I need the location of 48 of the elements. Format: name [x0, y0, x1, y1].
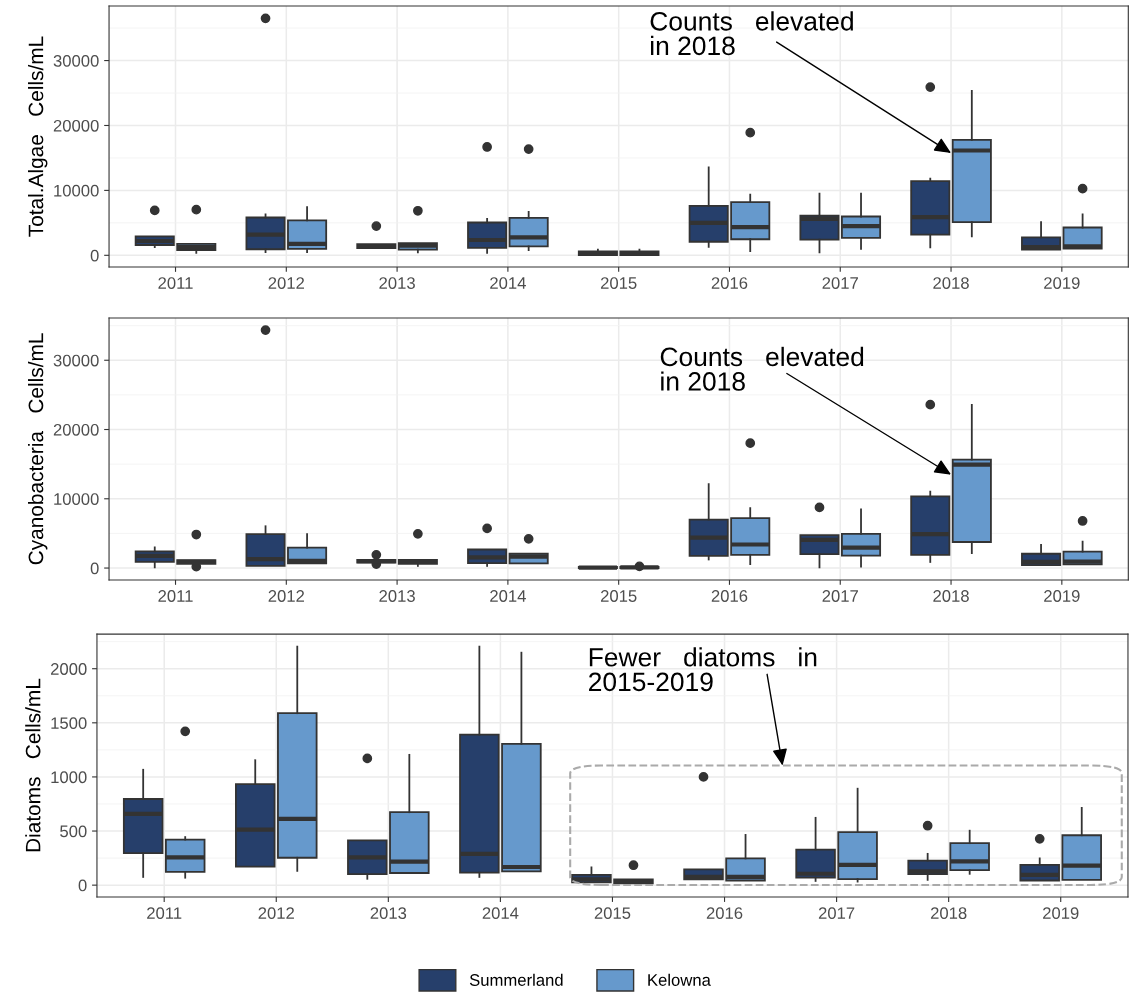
x-tick-label: 2019 [1044, 590, 1080, 602]
x-tick-label: 2011 [158, 590, 193, 602]
x-tick-label: 2015 [594, 907, 631, 920]
x-tick-label: 2012 [268, 277, 305, 289]
x-tick-label: 2019 [1044, 277, 1080, 289]
x-tick-label: 2011 [158, 277, 193, 289]
x-tick-label: 2016 [706, 907, 743, 920]
x-tick-label: 2015 [600, 590, 637, 602]
x-tick-label: 2019 [1043, 907, 1079, 920]
x-tick-label: 2012 [268, 590, 305, 602]
x-tick-label: 2014 [482, 907, 519, 920]
y-tick-label: 1500 [51, 717, 87, 730]
x-tick-label: 2016 [711, 590, 748, 602]
x-tick-label: 2015 [600, 277, 637, 289]
x-tick-label: 2013 [370, 907, 407, 920]
y-tick-label: 10000 [54, 493, 99, 505]
x-tick-label: 2017 [818, 907, 855, 920]
x-tick-label: 2016 [711, 277, 748, 289]
legend-label: Kelowna [648, 973, 711, 986]
y-axis-title: Total.Algae Cells/mL [28, 36, 48, 237]
y-tick-label: 20000 [53, 423, 99, 436]
y-tick-label: 1000 [51, 771, 87, 784]
x-tick-label: 2018 [930, 907, 967, 920]
y-tick-label: 0 [78, 879, 87, 892]
y-axis-title: Cyanobacteria Cells/mL [28, 333, 48, 565]
legend-label: Summerland [469, 973, 563, 986]
x-tick-label: 2013 [379, 590, 415, 602]
y-tick-label: 30000 [53, 54, 99, 67]
x-tick-label: 2017 [822, 590, 858, 602]
annotation: Counts elevated in 2018 [660, 346, 864, 391]
x-tick-label: 2012 [258, 907, 294, 920]
x-tick-label: 2014 [490, 590, 526, 602]
y-tick-label: 0 [90, 562, 99, 575]
x-tick-label: 2018 [933, 277, 969, 289]
y-tick-label: 30000 [53, 354, 99, 367]
y-tick-label: 2000 [51, 663, 87, 675]
y-tick-label: 20000 [53, 119, 99, 132]
x-tick-label: 2018 [933, 590, 969, 602]
y-tick-label: 500 [60, 825, 87, 838]
x-tick-label: 2014 [490, 277, 526, 289]
x-tick-label: 2013 [379, 277, 415, 289]
y-axis-title: Diatoms Cells/mL [25, 678, 41, 852]
y-tick-label: 10000 [54, 184, 99, 197]
annotation: Counts elevated in 2018 [650, 11, 853, 56]
x-tick-label: 2011 [147, 907, 182, 920]
x-tick-label: 2017 [822, 277, 858, 289]
y-tick-label: 0 [90, 249, 99, 262]
annotation: Fewer diatoms in 2015-2019 [589, 647, 817, 692]
